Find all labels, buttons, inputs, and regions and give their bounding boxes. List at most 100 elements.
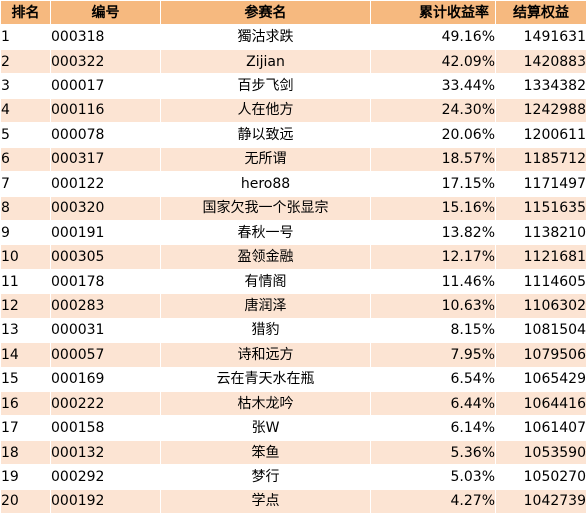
return-cell: 20.06% (371, 123, 496, 147)
code-cell: 000320 (51, 196, 161, 220)
equity-cell: 1081504 (496, 318, 586, 342)
name-cell: Zijian (161, 49, 371, 73)
return-cell: 24.30% (371, 98, 496, 122)
return-cell: 7.95% (371, 343, 496, 367)
name-cell: 枯木龙吟 (161, 392, 371, 416)
rank-cell: 5 (1, 123, 51, 147)
return-cell: 6.54% (371, 367, 496, 391)
name-cell: 猎豹 (161, 318, 371, 342)
rank-cell: 9 (1, 220, 51, 244)
code-cell: 000132 (51, 440, 161, 464)
code-cell: 000292 (51, 465, 161, 489)
equity-cell: 1106302 (496, 294, 586, 318)
return-cell: 15.16% (371, 196, 496, 220)
return-cell: 42.09% (371, 49, 496, 73)
code-cell: 000057 (51, 343, 161, 367)
equity-cell: 1242988 (496, 98, 586, 122)
equity-cell: 1334382 (496, 74, 586, 98)
rank-cell: 18 (1, 440, 51, 464)
header-row: 排名 编号 参赛名 累计收益率 结算权益 (1, 1, 586, 25)
code-cell: 000222 (51, 392, 161, 416)
name-cell: 百步飞剑 (161, 74, 371, 98)
rank-cell: 16 (1, 392, 51, 416)
code-cell: 000017 (51, 74, 161, 98)
equity-cell: 1185712 (496, 147, 586, 171)
equity-cell: 1079506 (496, 343, 586, 367)
rank-cell: 7 (1, 172, 51, 196)
return-cell: 10.63% (371, 294, 496, 318)
equity-cell: 1138210 (496, 220, 586, 244)
name-cell: 盈领金融 (161, 245, 371, 269)
return-cell: 18.57% (371, 147, 496, 171)
code-cell: 000078 (51, 123, 161, 147)
header-equity: 结算权益 (496, 1, 586, 25)
table-header: 排名 编号 参赛名 累计收益率 结算权益 (1, 1, 586, 25)
equity-cell: 1200611 (496, 123, 586, 147)
code-cell: 000031 (51, 318, 161, 342)
rank-cell: 19 (1, 465, 51, 489)
name-cell: 笨鱼 (161, 440, 371, 464)
rank-cell: 2 (1, 49, 51, 73)
code-cell: 000317 (51, 147, 161, 171)
rank-cell: 11 (1, 269, 51, 293)
name-cell: 张W (161, 416, 371, 440)
name-cell: 唐润泽 (161, 294, 371, 318)
return-cell: 5.36% (371, 440, 496, 464)
equity-cell: 1121681 (496, 245, 586, 269)
equity-cell: 1171497 (496, 172, 586, 196)
code-cell: 000322 (51, 49, 161, 73)
equity-cell: 1053590 (496, 440, 586, 464)
return-cell: 5.03% (371, 465, 496, 489)
header-name: 参赛名 (161, 1, 371, 25)
code-cell: 000318 (51, 25, 161, 49)
rank-cell: 3 (1, 74, 51, 98)
rank-cell: 17 (1, 416, 51, 440)
equity-cell: 1065429 (496, 367, 586, 391)
return-cell: 49.16% (371, 25, 496, 49)
return-cell: 13.82% (371, 220, 496, 244)
rank-cell: 6 (1, 147, 51, 171)
name-cell: hero88 (161, 172, 371, 196)
code-cell: 000305 (51, 245, 161, 269)
equity-cell: 1050270 (496, 465, 586, 489)
name-cell: 梦行 (161, 465, 371, 489)
code-cell: 000283 (51, 294, 161, 318)
return-cell: 33.44% (371, 74, 496, 98)
rank-cell: 13 (1, 318, 51, 342)
code-cell: 000158 (51, 416, 161, 440)
equity-cell: 1491631 (496, 25, 586, 49)
return-cell: 11.46% (371, 269, 496, 293)
equity-cell: 1061407 (496, 416, 586, 440)
return-cell: 12.17% (371, 245, 496, 269)
name-cell: 国家欠我一个张显宗 (161, 196, 371, 220)
equity-cell: 1420883 (496, 49, 586, 73)
name-cell: 诗和远方 (161, 343, 371, 367)
name-cell: 春秋一号 (161, 220, 371, 244)
rank-cell: 10 (1, 245, 51, 269)
code-cell: 000178 (51, 269, 161, 293)
header-rank: 排名 (1, 1, 51, 25)
header-code: 编号 (51, 1, 161, 25)
name-cell: 人在他方 (161, 98, 371, 122)
return-cell: 6.14% (371, 416, 496, 440)
rank-cell: 15 (1, 367, 51, 391)
header-return: 累计收益率 (371, 1, 496, 25)
code-cell: 000169 (51, 367, 161, 391)
code-cell: 000122 (51, 172, 161, 196)
return-cell: 6.44% (371, 392, 496, 416)
